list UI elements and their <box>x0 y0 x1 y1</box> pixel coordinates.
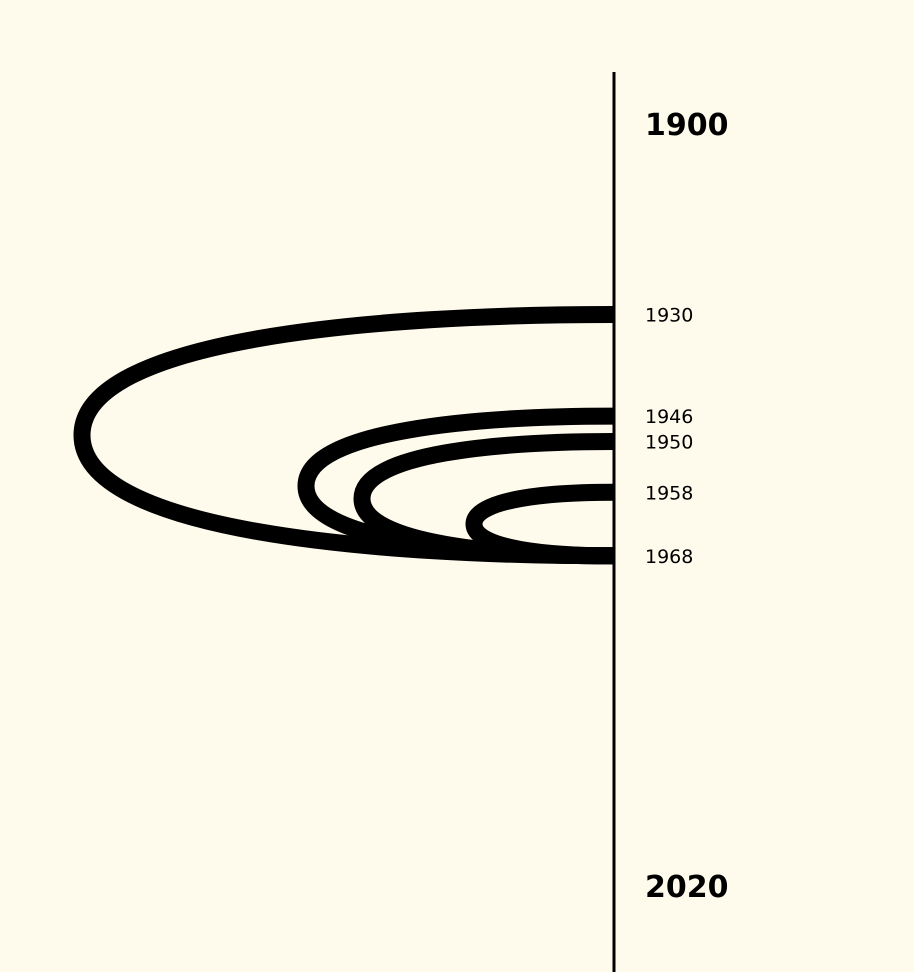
event-label-1958: 1958 <box>645 482 693 504</box>
arc-1958-1968 <box>465 483 615 565</box>
event-label-1946: 1946 <box>645 406 693 428</box>
event-label-1930: 1930 <box>645 305 693 327</box>
axis-end-label: 2020 <box>645 870 729 905</box>
arcs-group <box>73 306 615 565</box>
axis-start-label: 1900 <box>645 108 729 143</box>
arc-1930-1968 <box>73 306 615 565</box>
event-labels-group: 1930 1946 1950 1958 1968 <box>645 305 693 568</box>
event-label-1968: 1968 <box>645 546 693 568</box>
event-label-1950: 1950 <box>645 432 693 454</box>
